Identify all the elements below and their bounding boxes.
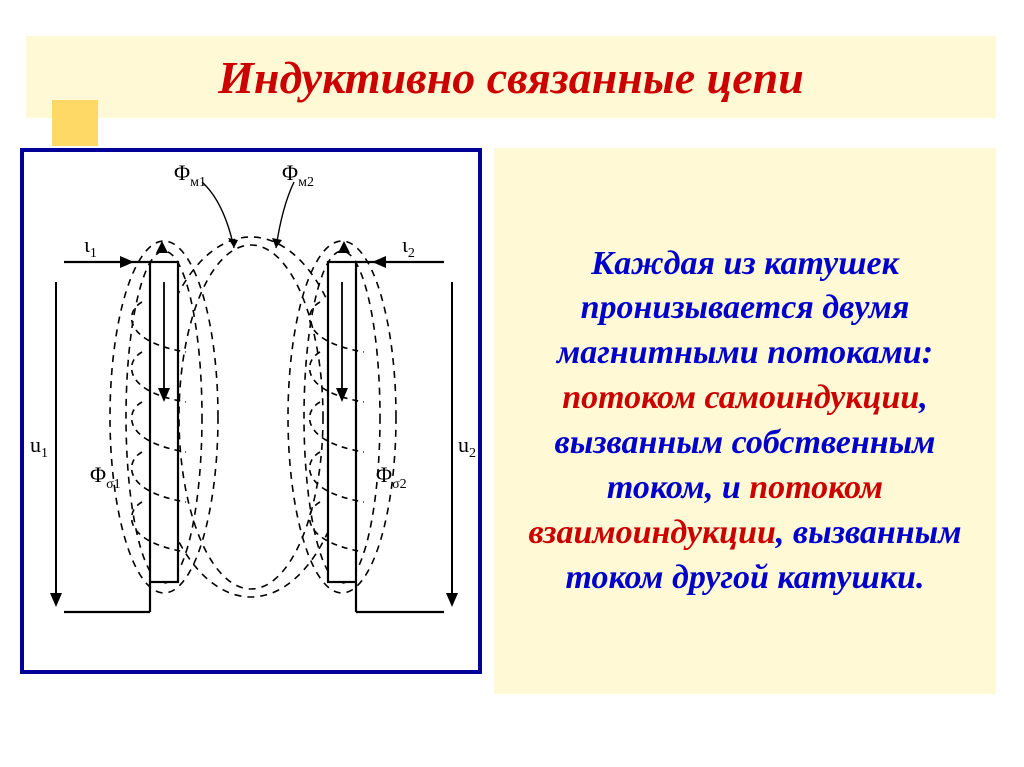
label-u2: u2 [458, 432, 476, 461]
accent-square [52, 100, 98, 146]
coupled-coils-diagram: Φм1 Φм2 [24, 152, 478, 670]
arrow-i2 [372, 256, 386, 268]
label-phi-s2: Φσ2 [376, 462, 407, 492]
label-phi-m1: Φм1 [174, 160, 206, 190]
label-phi-s1: Φσ1 [90, 462, 121, 492]
diagram-frame: Φм1 Φм2 [20, 148, 482, 674]
body-text: Каждая из катушек пронизывается двумя ма… [512, 242, 978, 601]
leader-phi-m2 [276, 182, 294, 248]
page-title: Индуктивно связанные цепи [218, 51, 804, 104]
arrow-i1 [120, 256, 134, 268]
leader-phi-m1 [202, 182, 234, 248]
arrow-u2-head [446, 593, 458, 607]
label-u1: u1 [30, 432, 48, 461]
label-i2: ɩ2 [402, 232, 415, 261]
label-i1: ɩ1 [84, 232, 97, 261]
flux-mutual-center-a [151, 237, 351, 597]
body-p1: Каждая из катушек пронизывается двумя ма… [557, 245, 933, 372]
flux-mutual-center-b [179, 245, 323, 589]
arrow-u1-head [50, 593, 62, 607]
body-p2: потоком самоиндукции [562, 379, 919, 416]
title-bar: Индуктивно связанные цепи [26, 36, 996, 118]
text-panel: Каждая из катушек пронизывается двумя ма… [494, 148, 996, 694]
leader-phi-m2-arrow [272, 238, 282, 248]
label-phi-m2: Φм2 [282, 160, 314, 190]
